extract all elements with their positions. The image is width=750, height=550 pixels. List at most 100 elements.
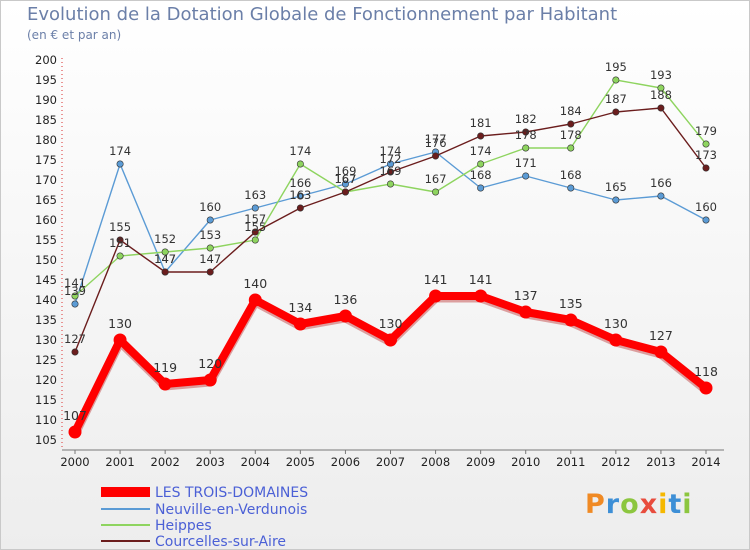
x-tick-label: 2001: [105, 455, 134, 469]
data-point-3: [296, 204, 304, 212]
data-label-3: 172: [380, 152, 402, 166]
data-point-0: [293, 317, 307, 331]
data-point-3: [341, 188, 349, 196]
y-tick-label: 135: [35, 313, 57, 327]
y-tick-label: 155: [35, 233, 57, 247]
y-tick-label: 190: [35, 93, 57, 107]
data-label-3: 157: [244, 212, 266, 226]
data-label-2: 151: [109, 236, 131, 250]
data-point-3: [657, 104, 665, 112]
x-tick-label: 2004: [241, 455, 270, 469]
data-point-2: [386, 180, 394, 188]
data-label-3: 155: [109, 220, 131, 234]
x-tick-label: 2000: [60, 455, 89, 469]
data-label-3: 147: [154, 252, 176, 266]
logo-letter: o: [620, 489, 640, 520]
x-tick-label: 2002: [151, 455, 180, 469]
data-point-1: [296, 192, 304, 200]
chart-subtitle: (en € et par an): [27, 28, 122, 42]
y-tick-label: 185: [35, 113, 57, 127]
data-point-3: [116, 236, 124, 244]
data-point-2: [116, 252, 124, 260]
x-tick-label: 2006: [331, 455, 360, 469]
data-point-2: [612, 76, 620, 84]
x-tick-label: 2009: [466, 455, 495, 469]
data-label-1: 166: [650, 176, 672, 190]
data-label-2: 174: [470, 144, 492, 158]
data-point-1: [657, 192, 665, 200]
data-point-1: [612, 196, 620, 204]
data-point-0: [474, 289, 488, 303]
data-point-3: [702, 164, 710, 172]
data-point-0: [384, 333, 397, 347]
data-label-3: 176: [425, 136, 447, 150]
data-point-0: [429, 289, 443, 303]
data-label-3: 163: [289, 188, 311, 202]
data-label-0: 141: [424, 272, 448, 287]
x-tick-label: 2014: [691, 455, 720, 469]
data-label-0: 130: [108, 316, 132, 331]
y-tick-label: 165: [35, 193, 57, 207]
data-label-0: 127: [649, 328, 673, 343]
data-point-0: [68, 425, 82, 439]
x-tick-label: 2005: [286, 455, 315, 469]
data-label-3: 167: [334, 172, 356, 186]
data-label-0: 119: [153, 360, 177, 375]
data-point-0: [158, 377, 172, 391]
data-label-2: 155: [244, 220, 266, 234]
data-label-2: 178: [515, 128, 537, 142]
data-label-0: 135: [559, 296, 583, 311]
data-label-1: 160: [695, 200, 717, 214]
proxiti-logo: Proxiti: [585, 489, 693, 520]
y-tick-label: 195: [35, 73, 57, 87]
data-point-2: [432, 188, 440, 196]
data-label-0: 120: [198, 356, 222, 371]
y-tick-label: 120: [35, 373, 57, 387]
data-point-3: [567, 120, 575, 128]
x-tick-label: 2011: [556, 455, 585, 469]
data-label-1: 174: [109, 144, 131, 158]
y-tick-label: 170: [35, 173, 57, 187]
data-point-3: [522, 128, 530, 136]
data-label-2: 152: [154, 232, 176, 246]
data-label-3: 127: [64, 332, 86, 346]
x-tick-label: 2008: [421, 455, 450, 469]
data-label-2: 141: [64, 276, 86, 290]
data-label-2: 178: [560, 128, 582, 142]
x-tick-label: 2013: [646, 455, 675, 469]
data-point-0: [609, 333, 623, 347]
data-point-1: [206, 216, 214, 224]
legend-label: Neuville-en-Verdunois: [155, 502, 307, 518]
y-tick-label: 145: [35, 273, 57, 287]
data-label-1: 168: [470, 168, 492, 182]
data-label-2: 174: [289, 144, 311, 158]
data-label-3: 181: [470, 116, 492, 130]
data-label-1: 139: [64, 284, 86, 298]
data-point-2: [161, 248, 169, 256]
data-label-1: 171: [515, 156, 537, 170]
logo-letter: t: [668, 489, 683, 520]
data-label-2: 167: [425, 172, 447, 186]
data-label-2: 193: [650, 68, 672, 82]
data-label-3: 187: [605, 92, 627, 106]
legend-label: Heippes: [155, 518, 212, 534]
data-point-2: [522, 144, 530, 152]
data-point-1: [116, 160, 124, 168]
data-label-1: 160: [199, 200, 221, 214]
chart-title: Evolution de la Dotation Globale de Fonc…: [27, 4, 618, 25]
data-point-3: [161, 268, 169, 276]
data-point-0: [699, 381, 713, 395]
logo-letter: x: [639, 489, 659, 520]
data-label-0: 118: [694, 364, 718, 379]
data-label-0: 130: [604, 316, 628, 331]
logo-letter: i: [658, 489, 669, 520]
data-label-1: 177: [425, 132, 447, 146]
data-point-2: [702, 140, 710, 148]
data-point-2: [477, 160, 485, 168]
data-point-0: [519, 305, 533, 319]
y-tick-label: 180: [35, 133, 57, 147]
data-point-2: [567, 144, 575, 152]
data-label-1: 147: [154, 252, 176, 266]
